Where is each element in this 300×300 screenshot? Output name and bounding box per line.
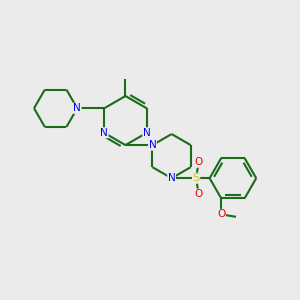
Text: N: N bbox=[100, 128, 108, 138]
Text: O: O bbox=[194, 189, 203, 199]
Text: N: N bbox=[143, 128, 151, 138]
Text: S: S bbox=[193, 173, 200, 183]
Text: N: N bbox=[73, 103, 81, 113]
Text: O: O bbox=[217, 209, 225, 219]
Text: O: O bbox=[194, 157, 203, 167]
Text: N: N bbox=[148, 140, 156, 150]
Text: N: N bbox=[168, 173, 176, 183]
